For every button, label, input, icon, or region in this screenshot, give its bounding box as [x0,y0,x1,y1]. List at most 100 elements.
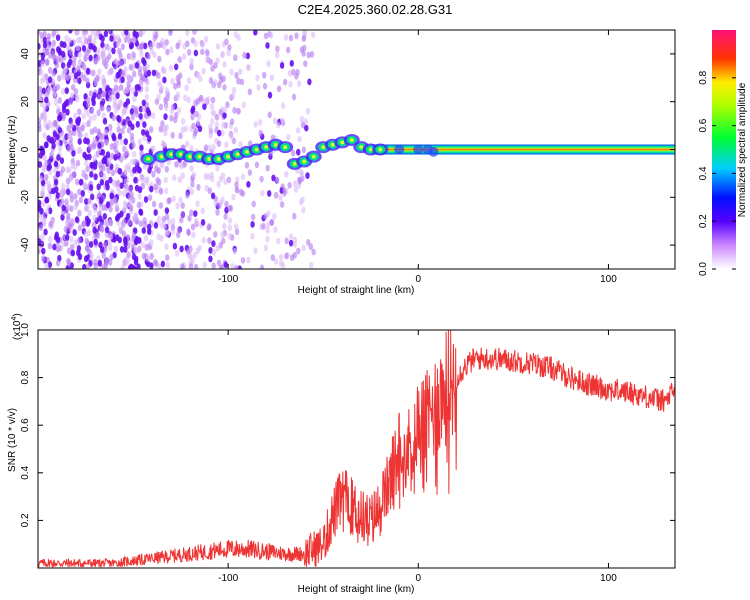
noise-speckle [231,193,236,201]
noise-speckle [38,92,42,100]
noise-speckle [118,52,123,60]
noise-speckle [169,46,174,54]
noise-speckle [142,121,147,128]
ridge-core [226,154,231,159]
noise-speckle [73,112,78,120]
noise-speckle [90,193,95,201]
noise-speckle [173,82,178,90]
noise-speckle [229,118,235,125]
noise-speckle [192,129,198,137]
noise-speckle [86,101,91,108]
noise-speckle [140,241,146,249]
noise-speckle [92,114,97,121]
noise-speckle [124,30,129,36]
noise-speckle [38,175,43,183]
noise-speckle [189,188,195,196]
noise-speckle [207,223,212,230]
noise-speckle [123,178,129,186]
noise-speckle [216,140,222,148]
y-tick-label: 1.0 [20,323,31,337]
noise-speckle [64,87,70,95]
noise-speckle [234,181,239,189]
noise-speckle [236,108,241,115]
noise-speckle [108,219,114,227]
noise-speckle [287,182,292,189]
noise-speckle [93,173,98,181]
noise-speckle [266,60,271,68]
noise-speckle [88,42,93,50]
noise-speckle [49,151,54,159]
noise-speckle [165,48,170,56]
noise-speckle [221,75,226,83]
noise-speckle [108,176,113,184]
noise-speckle [284,170,289,178]
noise-speckle [149,252,154,260]
noise-speckle [100,225,105,233]
noise-speckle [307,78,312,86]
ridge-core [349,137,354,142]
noise-speckle [172,242,178,250]
noise-speckle [76,36,81,44]
noise-speckle [149,262,154,269]
noise-speckle [102,82,107,90]
noise-speckle [75,118,80,125]
noise-speckle [58,56,64,64]
noise-speckle [115,92,120,100]
noise-speckle [138,220,144,228]
noise-speckle [108,233,114,241]
noise-speckle [60,214,65,221]
noise-speckle [153,222,159,229]
noise-speckle [81,112,86,120]
noise-speckle [210,192,216,200]
noise-speckle [125,150,130,158]
noise-speckle [53,160,59,168]
noise-speckle [44,262,49,269]
noise-speckle [170,217,176,225]
noise-speckle [47,185,52,193]
noise-speckle [164,243,169,251]
noise-speckle [100,264,106,269]
noise-speckle [293,186,299,193]
noise-speckle [92,163,98,170]
noise-speckle [198,94,204,102]
noise-speckle [232,106,237,114]
noise-speckle [177,56,182,64]
noise-speckle [304,124,309,132]
noise-speckle [61,102,67,110]
noise-speckle [275,176,280,184]
noise-speckle [106,106,111,114]
noise-speckle [157,263,162,269]
noise-speckle [108,244,113,252]
noise-speckle [216,180,221,188]
ridge-core [188,154,193,159]
noise-speckle [197,125,203,133]
noise-speckle [220,50,225,58]
noise-speckle [214,114,220,121]
noise-speckle [139,175,145,183]
noise-speckle [77,59,82,66]
noise-speckle [120,70,126,77]
noise-speckle [87,197,92,205]
noise-speckle [102,213,108,220]
noise-speckle [100,74,106,82]
noise-speckle [77,188,82,196]
noise-speckle [67,223,73,230]
noise-speckle [144,86,150,93]
noise-speckle [145,255,151,262]
noise-speckle [44,48,50,56]
noise-speckle [56,154,61,161]
noise-speckle [137,245,142,253]
noise-speckle [208,255,213,263]
noise-speckle [149,126,154,133]
noise-speckle [146,53,151,60]
noise-speckle [67,37,72,44]
noise-speckle [99,178,105,186]
noise-speckle [109,253,114,261]
noise-speckle [286,46,291,54]
noise-speckle [263,32,269,40]
noise-speckle [121,189,127,197]
noise-speckle [234,228,240,236]
noise-speckle [286,134,291,141]
noise-speckle [258,129,263,137]
